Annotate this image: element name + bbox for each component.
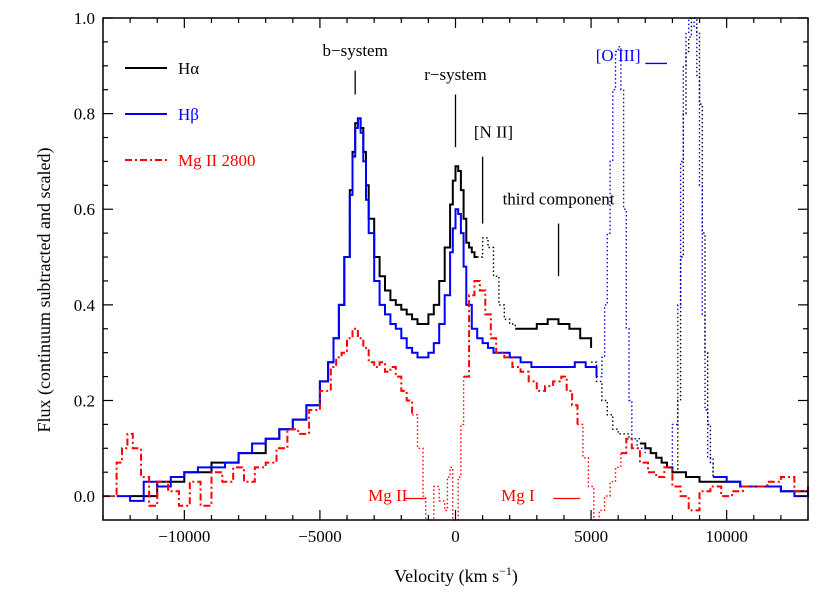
series-layer (103, 17, 809, 521)
series-line-5 (672, 17, 714, 477)
annotation-label: Mg I (501, 486, 535, 505)
legend-label: Hα (178, 59, 199, 78)
y-tick-label: 0.0 (74, 487, 95, 506)
series-line-6 (116, 117, 598, 502)
annotation-label: Mg II (368, 486, 408, 505)
x-axis-label-sup: −1 (499, 564, 512, 578)
legend-label: Hβ (178, 105, 199, 124)
y-tick-label: 1.0 (74, 9, 95, 28)
series-line-13 (577, 423, 622, 521)
series-line-3 (591, 361, 640, 440)
series-line-1 (477, 237, 516, 327)
legend-label: Mg II 2800 (178, 151, 255, 170)
series-line-9 (713, 476, 809, 498)
series-line-10 (103, 327, 414, 507)
annotation-label: [N II] (474, 123, 513, 142)
series-line-11 (412, 376, 465, 521)
tick-layer: −10000 −5000 0 5000 10000 0.0 0.2 0.4 0.6 0.8 1.0 (74, 9, 809, 546)
x-axis-label-text: Velocity (km s (394, 566, 499, 587)
x-tick-label: −10000 (158, 527, 210, 546)
x-axis-label-close: ) (512, 566, 518, 587)
x-axis-label: Velocity (km s−1) (394, 564, 518, 587)
series-line-2 (515, 318, 593, 348)
y-tick-label: 0.4 (74, 296, 96, 315)
legend: Hα Hβ Mg II 2800 (125, 59, 255, 170)
y-tick-label: 0.2 (74, 391, 95, 410)
annotation-label: third component (503, 189, 615, 208)
annotation-label: r−system (424, 65, 486, 84)
series-line-0 (130, 117, 478, 498)
plot-frame (102, 17, 809, 521)
x-tick-label: 5000 (574, 527, 608, 546)
series-line-7 (596, 46, 646, 454)
series-line-8 (667, 17, 714, 477)
series-line-12 (463, 280, 579, 425)
y-axis-label: Flux (continuum subtracted and scaled) (34, 148, 55, 433)
x-tick-label: 10000 (705, 527, 748, 546)
x-tick-label: 0 (451, 527, 460, 546)
annotation-label: b−system (323, 41, 388, 60)
annotation-label: [O III] (596, 46, 641, 65)
annotation-layer: b−system r−system [N II] third component [O … (323, 41, 667, 505)
y-tick-label: 0.8 (74, 105, 95, 124)
x-tick-label: −5000 (298, 527, 342, 546)
y-tick-label: 0.6 (74, 200, 95, 219)
series-line-14 (620, 437, 809, 512)
